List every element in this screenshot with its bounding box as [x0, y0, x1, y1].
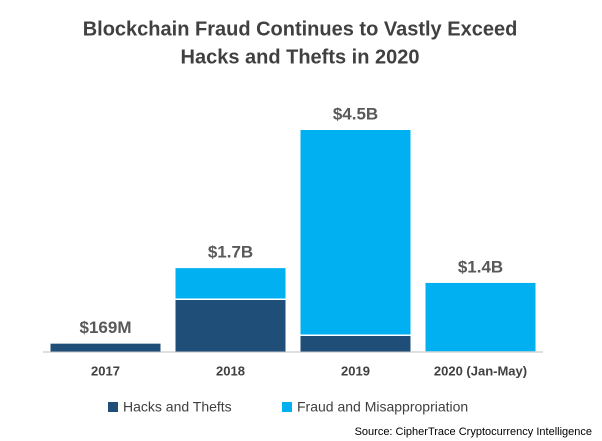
legend-swatch — [282, 402, 292, 412]
bar-segment — [50, 343, 161, 352]
bar-segment — [425, 282, 536, 352]
value-label: $1.4B — [458, 257, 503, 276]
bar-segment — [300, 130, 411, 336]
chart-title: Hacks and Thefts in 2020 — [181, 46, 420, 68]
legend-label: Hacks and Thefts — [123, 399, 232, 415]
value-label: $4.5B — [333, 104, 378, 123]
value-label: $1.7B — [208, 243, 253, 262]
x-tick-label: 2018 — [216, 363, 245, 378]
source: Source: CipherTrace Cryptocurrency Intel… — [355, 426, 592, 438]
bar-segment — [175, 299, 286, 352]
x-tick-label: 2020 (Jan-May) — [434, 363, 527, 378]
legend-label: Fraud and Misappropriation — [297, 399, 468, 415]
value-label: $169M — [80, 318, 132, 337]
chart-title: Blockchain Fraud Continues to Vastly Exc… — [83, 18, 518, 40]
x-tick-label: 2019 — [341, 363, 370, 378]
legend-swatch — [108, 402, 118, 412]
bar-segment — [175, 268, 286, 300]
bar-segment — [300, 335, 411, 352]
x-tick-label: 2017 — [91, 363, 120, 378]
